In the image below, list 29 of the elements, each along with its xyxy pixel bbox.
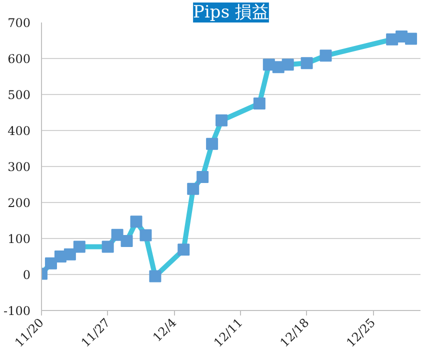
chart-title: Pips 損益 [193,2,269,22]
y-tick-label: 200 [8,196,30,210]
point [282,58,294,71]
point [149,270,162,282]
point [73,240,86,253]
point [253,98,266,110]
point [120,235,133,248]
point [102,240,114,253]
y-tick-label: 600 [8,52,30,66]
point [320,50,332,62]
y-tick-label: 500 [8,88,30,102]
y-tick-label: 100 [8,232,30,246]
y-tick-label: 400 [8,124,30,138]
y-tick-label: -100 [4,304,31,318]
point [140,229,152,242]
point [300,57,313,70]
point [178,244,190,256]
point [206,138,218,150]
point [64,248,76,260]
y-tick-label: 0 [22,268,31,282]
point [44,257,57,270]
point [405,32,418,45]
point [187,182,200,195]
point [216,114,228,126]
point [111,228,124,241]
y-tick-label: 700 [8,16,30,30]
point [130,216,142,228]
point [196,170,209,183]
y-tick-label: 300 [8,160,30,174]
